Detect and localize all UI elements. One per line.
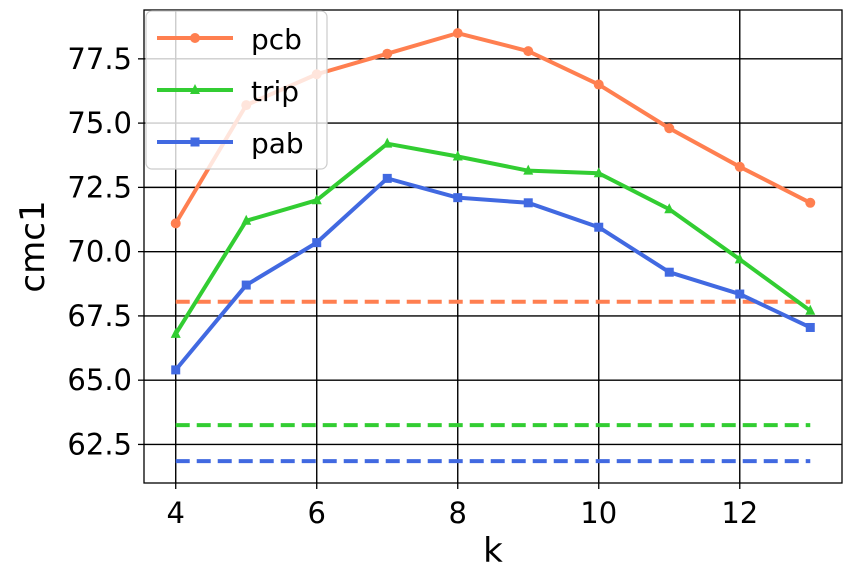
x-tick-label: 6 (308, 496, 326, 530)
legend: pcb trip pab (145, 10, 328, 170)
y-tick-label: 67.5 (67, 299, 132, 333)
data-point (593, 167, 604, 178)
data-point (734, 253, 745, 264)
data-point (664, 123, 675, 134)
data-point (523, 198, 533, 208)
data-point (241, 280, 251, 290)
y-tick-label: 62.5 (67, 427, 132, 461)
x-tick-label: 8 (449, 496, 467, 530)
data-point (190, 33, 200, 43)
series-lines (170, 28, 816, 375)
data-point (664, 267, 674, 277)
legend-item-pab: pab (157, 127, 304, 160)
data-point (190, 137, 200, 147)
series-line-trip (174, 141, 812, 335)
y-tick-label: 70.0 (67, 235, 132, 269)
data-point (594, 222, 604, 232)
legend-item-pcb: pcb (157, 23, 302, 56)
data-point (453, 193, 463, 203)
legend-label: trip (251, 75, 299, 108)
x-tick-label: 10 (580, 496, 617, 530)
x-axis-ticks: 4 6 8 10 12 (167, 483, 758, 530)
data-point (523, 46, 534, 57)
y-tick-label: 77.5 (67, 42, 132, 76)
y-tick-label: 75.0 (67, 106, 132, 140)
data-point (382, 48, 393, 59)
legend-box (145, 10, 328, 170)
series-pab (171, 173, 815, 375)
data-point (190, 84, 200, 94)
y-tick-label: 65.0 (67, 363, 132, 397)
y-tick-label: 72.5 (67, 170, 132, 204)
x-axis-label: k (483, 531, 503, 571)
data-point (382, 137, 393, 148)
data-point (452, 150, 463, 161)
data-point (523, 164, 534, 175)
data-point (664, 203, 675, 214)
data-point (452, 28, 463, 39)
series-line-pab (174, 176, 812, 372)
data-point (170, 327, 181, 338)
data-point (312, 238, 322, 248)
data-point (382, 173, 392, 183)
data-point (170, 218, 181, 229)
data-point (734, 161, 745, 172)
y-axis-ticks: 62.5 65.0 67.5 70.0 72.5 75.0 77.5 (67, 42, 144, 461)
data-point (241, 214, 252, 225)
data-point (171, 365, 181, 375)
data-point (311, 194, 322, 205)
x-tick-label: 12 (721, 496, 758, 530)
baselines (175, 299, 811, 464)
data-point (593, 79, 604, 90)
y-axis-label: cmc1 (13, 200, 53, 292)
legend-label: pcb (251, 23, 302, 56)
series-trip (170, 137, 816, 338)
data-point (735, 289, 745, 299)
legend-label: pab (251, 127, 304, 160)
x-tick-label: 4 (167, 496, 185, 530)
data-point (805, 197, 816, 208)
legend-item-trip: trip (157, 75, 299, 108)
data-point (805, 304, 816, 315)
data-point (805, 322, 815, 332)
plot-frame (143, 9, 843, 484)
